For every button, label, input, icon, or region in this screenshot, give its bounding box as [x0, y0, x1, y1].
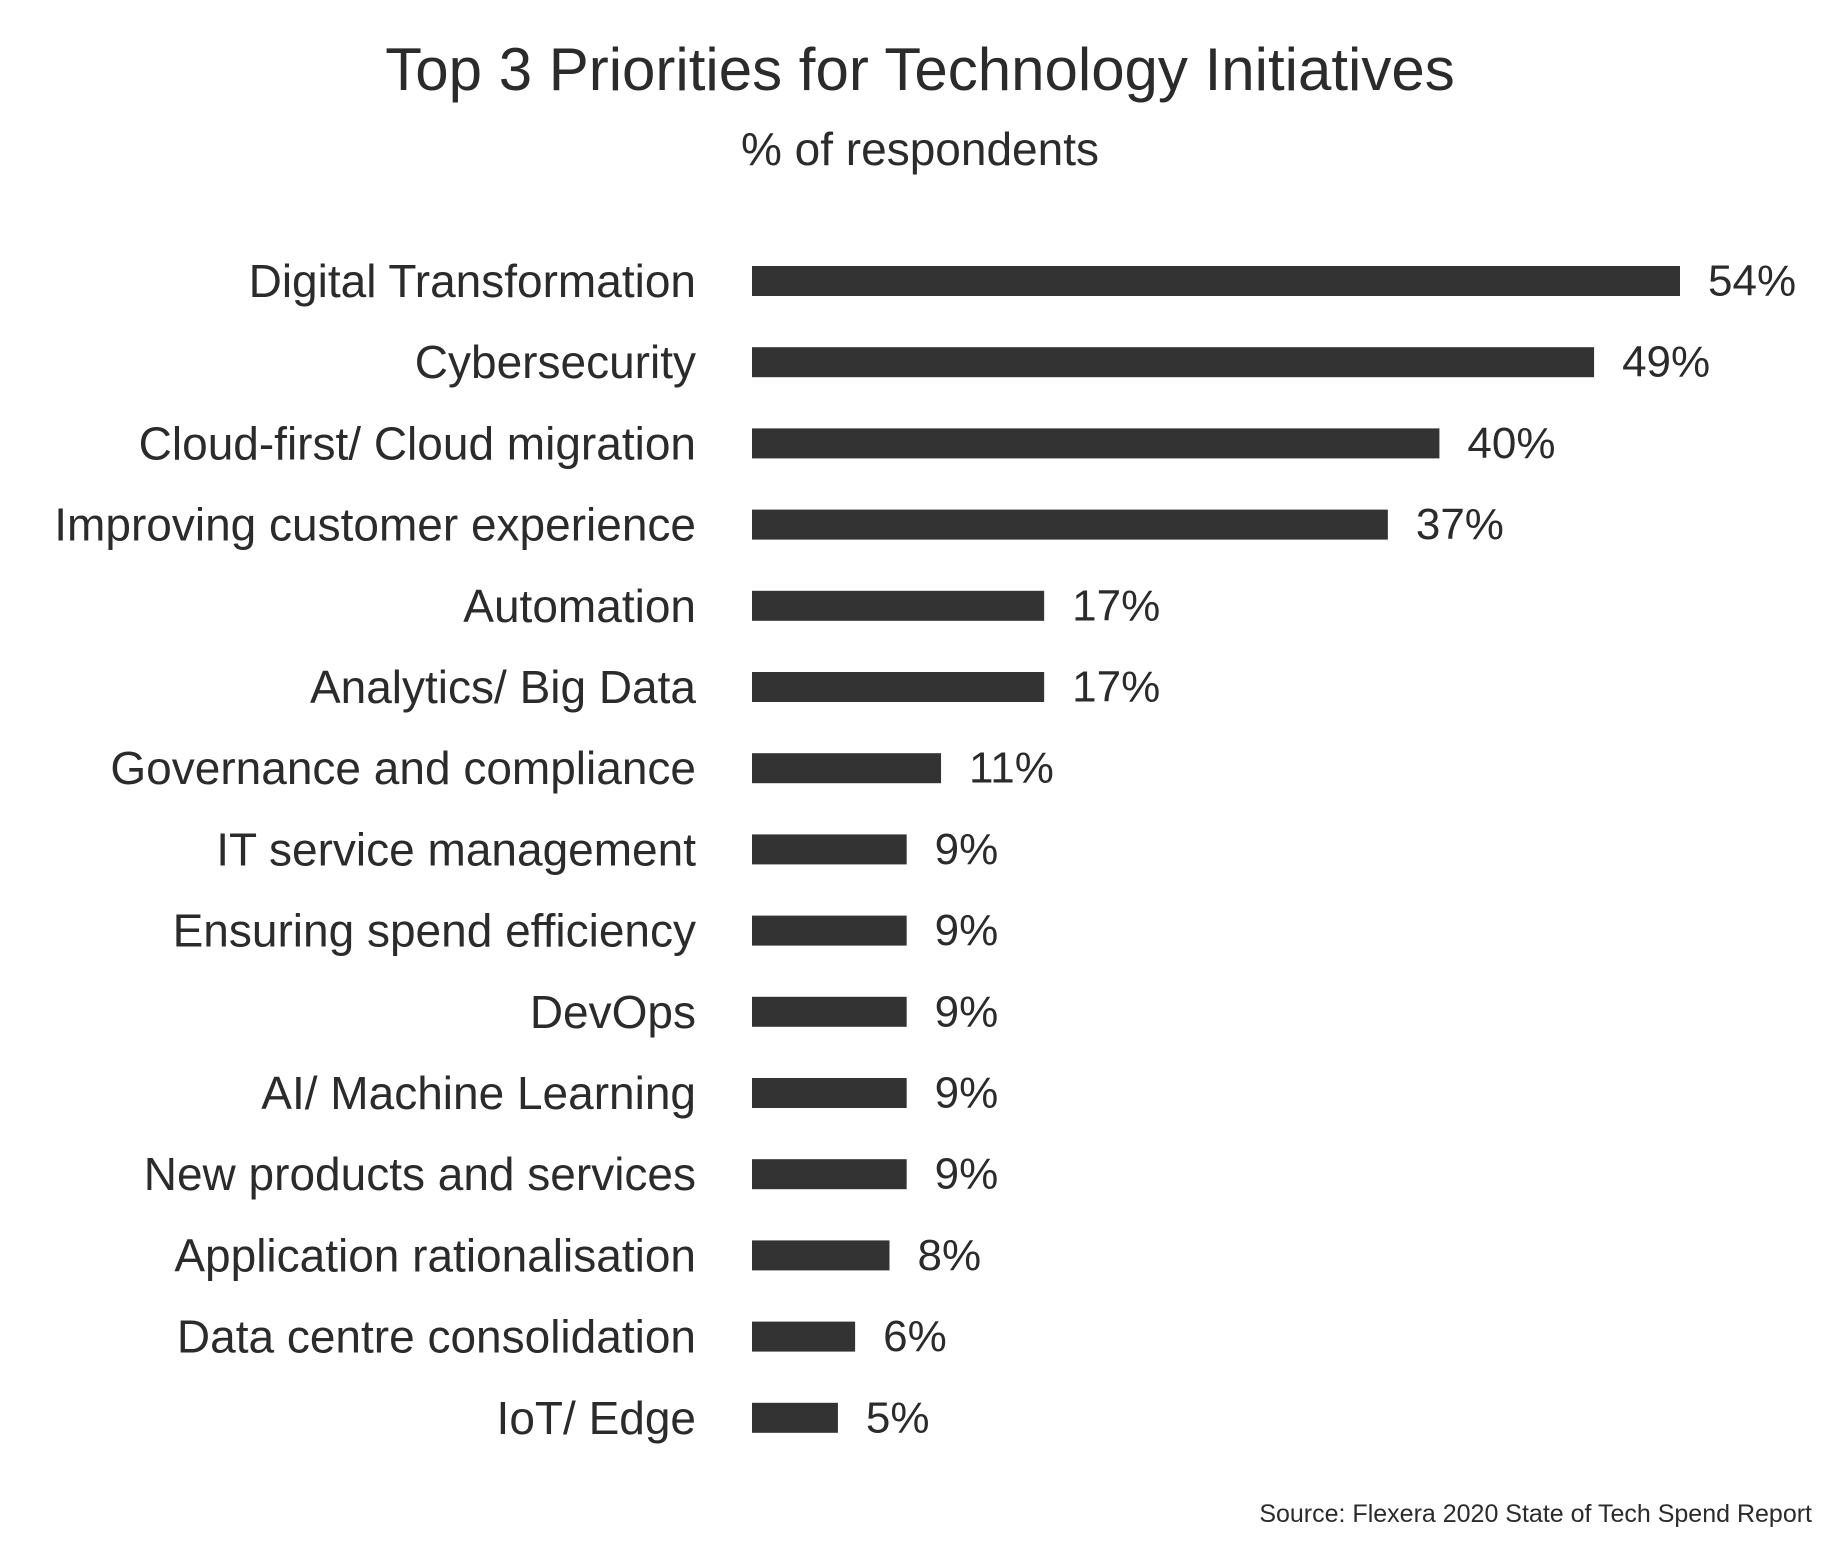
- bar: [752, 915, 907, 946]
- category-label: IT service management: [216, 823, 696, 875]
- bar: [752, 266, 1680, 296]
- category-label: AI/ Machine Learning: [261, 1067, 696, 1119]
- chart-title: Top 3 Priorities for Technology Initiati…: [385, 36, 1455, 103]
- bar: [752, 1078, 907, 1108]
- category-label: Digital Transformation: [249, 255, 696, 307]
- category-label: DevOps: [530, 986, 696, 1038]
- value-label: 9%: [935, 906, 999, 955]
- value-label: 9%: [935, 987, 999, 1036]
- category-label: Ensuring spend efficiency: [173, 905, 696, 957]
- value-label: 17%: [1072, 581, 1160, 630]
- bars-group: Digital Transformation 54% Cybersecurity 49…: [54, 255, 1796, 1444]
- bar: [752, 1159, 907, 1190]
- value-label: 40%: [1467, 419, 1555, 468]
- bar: [752, 1402, 838, 1433]
- bar: [752, 753, 942, 784]
- category-label: Analytics/ Big Data: [310, 661, 696, 713]
- value-label: 5%: [866, 1393, 930, 1442]
- bar: [752, 1321, 856, 1352]
- bar: [752, 672, 1045, 702]
- bar: [752, 834, 907, 865]
- category-label: Cloud-first/ Cloud migration: [139, 417, 696, 469]
- source-note: Source: Flexera 2020 State of Tech Spend…: [1259, 1500, 1812, 1528]
- bar: [752, 347, 1595, 378]
- value-label: 54%: [1708, 257, 1796, 306]
- value-label: 11%: [969, 744, 1054, 793]
- category-label: Application rationalisation: [174, 1229, 696, 1281]
- category-label: IoT/ Edge: [497, 1392, 696, 1444]
- chart-subtitle: % of respondents: [740, 123, 1099, 175]
- bar: [752, 1240, 890, 1271]
- value-label: 9%: [935, 825, 999, 874]
- bar: [752, 428, 1440, 459]
- value-label: 6%: [883, 1312, 947, 1361]
- bar: [752, 996, 907, 1027]
- bar: [752, 509, 1388, 540]
- value-label: 17%: [1072, 663, 1160, 712]
- value-label: 49%: [1622, 338, 1710, 387]
- category-label: Automation: [463, 580, 696, 632]
- value-label: 8%: [917, 1231, 981, 1280]
- category-label: Data centre consolidation: [177, 1311, 696, 1363]
- category-label: Improving customer experience: [54, 499, 696, 551]
- category-label: Cybersecurity: [415, 336, 696, 388]
- category-label: Governance and compliance: [110, 742, 696, 794]
- value-label: 9%: [935, 1150, 999, 1199]
- value-label: 37%: [1416, 500, 1504, 549]
- value-label: 9%: [935, 1069, 999, 1118]
- category-label: New products and services: [144, 1148, 696, 1200]
- bar: [752, 590, 1045, 621]
